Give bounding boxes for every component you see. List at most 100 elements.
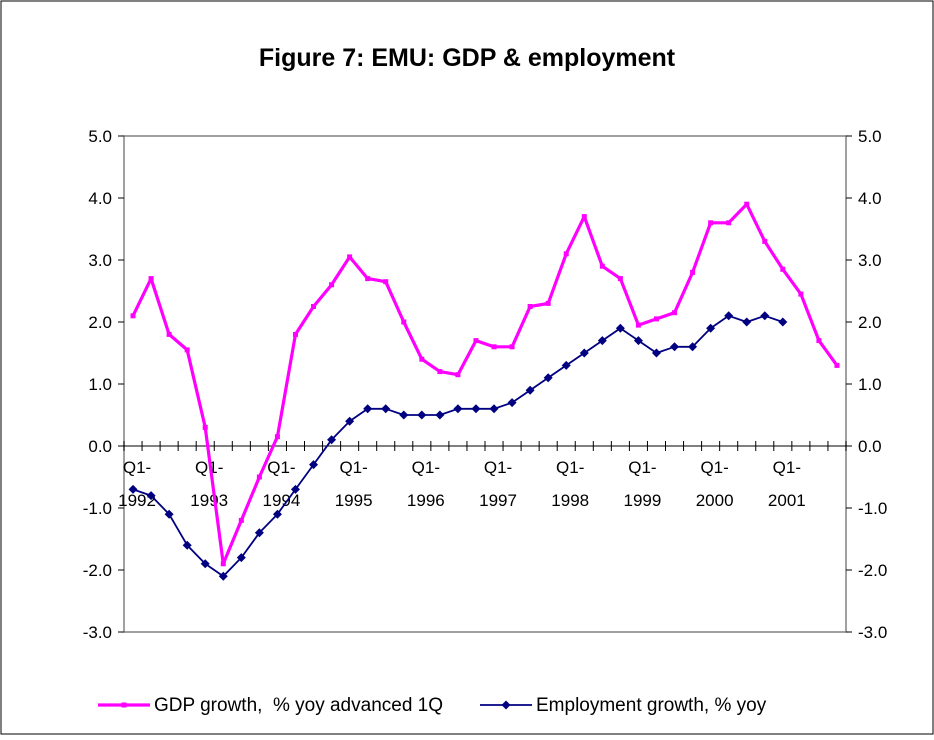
data-point xyxy=(527,304,533,309)
data-point xyxy=(491,344,497,350)
series-1 xyxy=(128,311,788,581)
data-point xyxy=(670,342,680,352)
x-tick-label-top: Q1- xyxy=(556,458,584,477)
legend-marker xyxy=(501,700,511,710)
data-point xyxy=(292,331,298,337)
y-tick-label-left: 2.0 xyxy=(88,313,112,332)
data-point xyxy=(760,311,770,321)
data-point xyxy=(489,404,499,414)
y-tick-label-right: 5.0 xyxy=(858,127,882,146)
x-tick-label-year: 1995 xyxy=(335,491,373,510)
x-tick-label-top: Q1- xyxy=(484,458,512,477)
data-point xyxy=(507,398,517,408)
data-point xyxy=(166,331,172,337)
data-point xyxy=(653,316,659,322)
x-tick-label-top: Q1- xyxy=(267,458,295,477)
data-point xyxy=(599,263,605,269)
data-point xyxy=(579,348,589,358)
data-point xyxy=(327,435,337,445)
x-tick-label-year: 1992 xyxy=(118,491,156,510)
data-point xyxy=(365,276,371,282)
data-point xyxy=(471,404,481,414)
y-tick-label-right: -1.0 xyxy=(858,499,887,518)
data-point xyxy=(525,385,535,395)
data-point xyxy=(561,360,571,370)
x-tick-label-year: 1998 xyxy=(551,491,589,510)
data-point xyxy=(780,266,786,272)
data-point xyxy=(744,201,750,207)
data-point xyxy=(724,311,734,321)
x-tick-label-year: 1996 xyxy=(407,491,445,510)
data-point xyxy=(347,254,353,260)
data-point xyxy=(363,404,373,414)
y-tick-label-right: 2.0 xyxy=(858,313,882,332)
data-point xyxy=(290,484,300,494)
data-point xyxy=(778,317,788,327)
legend-label: Employment growth, % yoy xyxy=(536,695,767,716)
y-tick-label-left: -2.0 xyxy=(83,561,112,580)
data-point xyxy=(563,251,569,257)
y-tick-label-right: 4.0 xyxy=(858,189,882,208)
data-point xyxy=(238,517,244,523)
data-point xyxy=(272,509,282,519)
data-point xyxy=(202,424,208,430)
data-point xyxy=(399,410,409,420)
x-tick-label-year: 2001 xyxy=(768,491,806,510)
chart-title: Figure 7: EMU: GDP & employment xyxy=(259,44,676,72)
data-point xyxy=(762,238,768,244)
data-point xyxy=(455,372,461,378)
data-point xyxy=(128,484,138,494)
data-point xyxy=(545,300,551,306)
data-point xyxy=(184,347,190,353)
legend-marker xyxy=(121,702,127,708)
data-point xyxy=(274,434,280,440)
data-point xyxy=(816,338,822,344)
data-point xyxy=(473,338,479,344)
series-layer xyxy=(128,201,840,581)
y-tick-label-left: 4.0 xyxy=(88,189,112,208)
y-tick-label-right: -3.0 xyxy=(858,623,887,642)
y-tick-label-left: 3.0 xyxy=(88,251,112,270)
x-tick-label-year: 2000 xyxy=(696,491,734,510)
y-tick-label-left: -3.0 xyxy=(83,623,112,642)
x-tick-label-top: Q1- xyxy=(628,458,656,477)
legend-item-1: Employment growth, % yoy xyxy=(480,695,767,716)
data-point xyxy=(401,319,407,325)
x-tick-label-year: 1993 xyxy=(190,491,228,510)
series-line xyxy=(131,202,839,566)
data-point xyxy=(329,282,335,288)
data-point xyxy=(688,342,698,352)
data-point xyxy=(708,220,714,226)
data-point xyxy=(419,356,425,362)
data-point xyxy=(254,528,264,538)
data-point xyxy=(220,561,226,567)
y-tick-label-left: 5.0 xyxy=(88,127,112,146)
legend-item-0: GDP growth, % yoy advanced 1Q xyxy=(98,695,443,716)
data-point xyxy=(130,313,136,319)
data-point xyxy=(453,404,463,414)
y-tick-label-right: 3.0 xyxy=(858,251,882,270)
y-tick-label-left: -1.0 xyxy=(83,499,112,518)
data-point xyxy=(383,279,389,285)
data-point xyxy=(256,474,262,480)
data-point xyxy=(236,553,246,563)
data-point xyxy=(651,348,661,358)
data-point xyxy=(543,373,553,383)
series-0 xyxy=(130,201,840,567)
data-point xyxy=(509,344,515,350)
x-tick-label-year: 1994 xyxy=(263,491,301,510)
data-point xyxy=(617,276,623,282)
data-point xyxy=(182,540,192,550)
data-point xyxy=(218,571,228,581)
data-point xyxy=(615,323,625,333)
x-tick-label-top: Q1- xyxy=(700,458,728,477)
legend: GDP growth, % yoy advanced 1Q Employment … xyxy=(98,695,767,716)
data-point xyxy=(635,322,641,328)
legend-label: GDP growth, % yoy advanced 1Q xyxy=(154,695,443,716)
data-point xyxy=(311,304,317,309)
x-tick-label-top: Q1- xyxy=(773,458,801,477)
x-tick-label-year: 1997 xyxy=(479,491,517,510)
